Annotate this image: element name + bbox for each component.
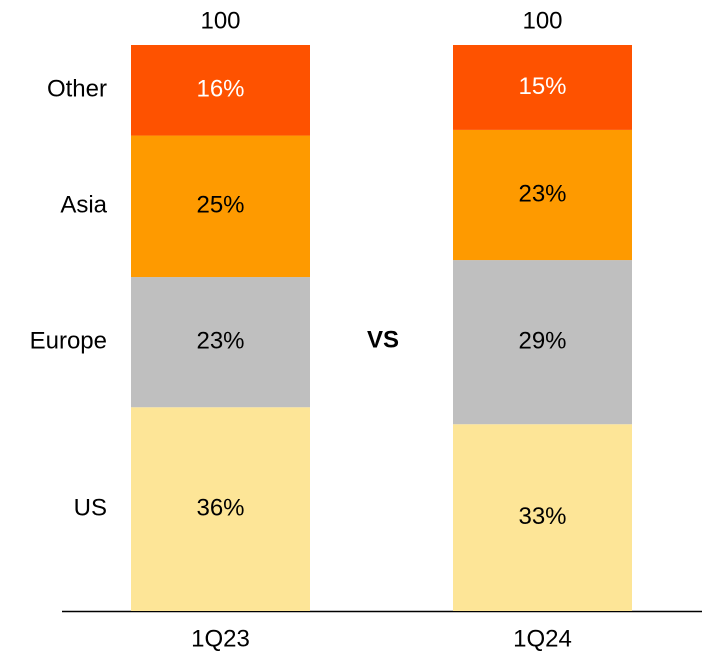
value-label: 15%: [518, 73, 566, 100]
series-label: Other: [47, 76, 107, 103]
total-label: 100: [200, 7, 240, 34]
series-label: Asia: [60, 192, 107, 219]
value-label: 25%: [196, 192, 244, 219]
value-label: 36%: [196, 494, 244, 521]
bar-segment: [453, 260, 632, 425]
value-label: 23%: [196, 327, 244, 354]
bar-segment: [131, 135, 310, 278]
series-label: Europe: [30, 327, 107, 354]
total-label: 100: [522, 7, 562, 34]
bar-segment: [131, 45, 310, 136]
series-label: US: [74, 494, 107, 521]
value-label: 16%: [196, 76, 244, 103]
bar-segment: [453, 45, 632, 130]
value-label: 29%: [518, 327, 566, 354]
bar-segment: [453, 424, 632, 611]
bar-segment: [131, 277, 310, 408]
bar-segment: [453, 129, 632, 261]
x-tick-label: 1Q24: [513, 625, 572, 652]
value-label: 23%: [518, 180, 566, 207]
value-label: 33%: [518, 503, 566, 530]
annotation: VS: [367, 326, 399, 353]
x-tick-label: 1Q23: [191, 625, 250, 652]
bar-segment: [131, 407, 310, 611]
